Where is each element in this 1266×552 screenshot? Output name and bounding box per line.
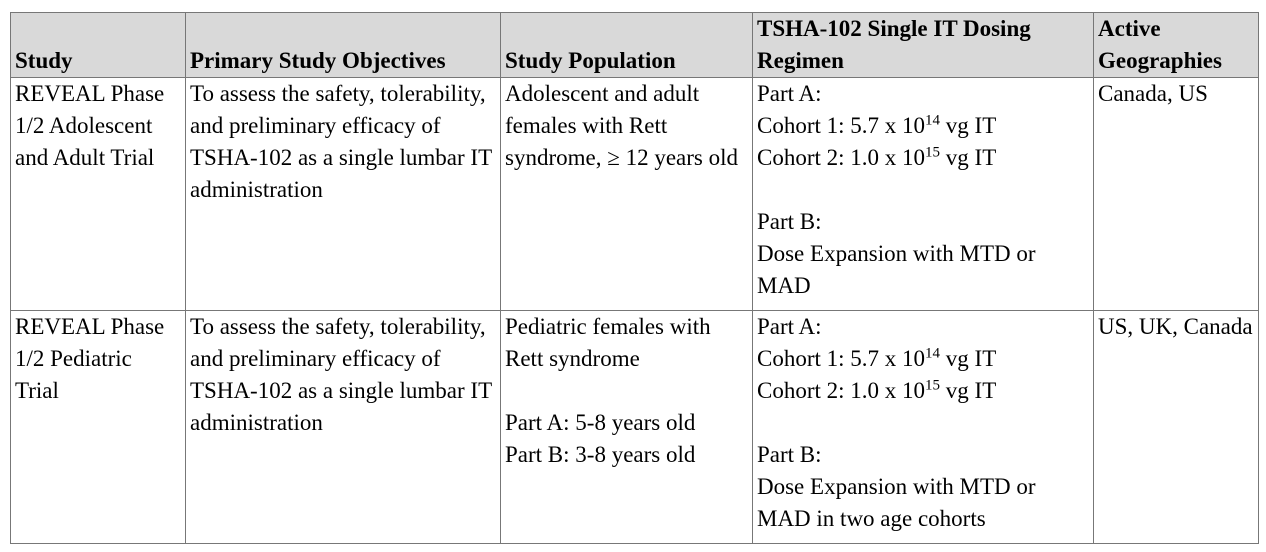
cell-text: Canada, US xyxy=(1098,81,1208,106)
text-block: REVEAL Phase 1/2 Adolescent and Adult Tr… xyxy=(15,78,181,174)
cell-text: To assess the safety, tolerability, and … xyxy=(190,81,492,202)
dose-text: Cohort 1: 5.7 x 10 xyxy=(757,346,926,371)
text-block: Adolescent and adult females with Rett s… xyxy=(505,78,748,174)
cell-text: REVEAL Phase 1/2 Adolescent and Adult Tr… xyxy=(15,81,165,170)
cell-text: Part A: xyxy=(757,314,822,339)
exponent: 15 xyxy=(925,377,941,394)
cell-text: Pediatric females with Rett syndrome xyxy=(505,314,711,371)
text-block: To assess the safety, tolerability, and … xyxy=(190,311,496,439)
table-cell: To assess the safety, tolerability, and … xyxy=(185,77,501,311)
exponent: 14 xyxy=(925,112,941,129)
cell-text: Part A: 5-8 years old xyxy=(505,410,696,435)
dose-line: Cohort 1: 5.7 x 1014 vg IT xyxy=(757,343,1089,375)
cell-text: Part B: xyxy=(757,209,822,234)
cell-text: Dose Expansion with MTD or MAD in two ag… xyxy=(757,474,1036,531)
table-cell: Part A: Cohort 1: 5.7 x 1014 vg IT Cohort … xyxy=(752,77,1094,311)
dose-unit: vg IT xyxy=(940,113,997,138)
cell-text: Dose Expansion with MTD or MAD xyxy=(757,241,1036,298)
table-body: REVEAL Phase 1/2 Adolescent and Adult Tr… xyxy=(10,77,1259,544)
text-block: Part A: Cohort 1: 5.7 x 1014 vg IT Cohort … xyxy=(757,78,1089,174)
text-block: Part B: Dose Expansion with MTD or MAD xyxy=(757,206,1089,302)
table-row: REVEAL Phase 1/2 Adolescent and Adult Tr… xyxy=(10,77,1259,311)
text-block: REVEAL Phase 1/2 Pediatric Trial xyxy=(15,311,181,407)
text-block: Canada, US xyxy=(1098,78,1254,110)
cell-text: To assess the safety, tolerability, and … xyxy=(190,314,492,435)
table-cell: US, UK, Canada xyxy=(1093,310,1259,544)
text-block: To assess the safety, tolerability, and … xyxy=(190,78,496,206)
dose-unit: vg IT xyxy=(940,346,997,371)
text-block: Part A: Cohort 1: 5.7 x 1014 vg IT Cohort … xyxy=(757,311,1089,407)
table-cell: Pediatric females with Rett syndrome Part… xyxy=(500,310,753,544)
text-block: Pediatric females with Rett syndrome xyxy=(505,311,748,375)
dose-text: Cohort 2: 1.0 x 10 xyxy=(757,145,926,170)
table-cell: To assess the safety, tolerability, and … xyxy=(185,310,501,544)
cell-text: US, UK, Canada xyxy=(1098,314,1253,339)
header-row: Study Primary Study Objectives Study Popul… xyxy=(10,12,1259,78)
column-header: TSHA-102 Single IT Dosing Regimen xyxy=(752,12,1094,78)
cell-text: Part B: xyxy=(757,442,822,467)
study-table: Study Primary Study Objectives Study Popul… xyxy=(10,12,1259,544)
cell-text: REVEAL Phase 1/2 Pediatric Trial xyxy=(15,314,165,403)
exponent: 15 xyxy=(925,144,941,161)
column-header: Active Geographies xyxy=(1093,12,1259,78)
exponent: 14 xyxy=(925,345,941,362)
table-cell: Part A: Cohort 1: 5.7 x 1014 vg IT Cohort … xyxy=(752,310,1094,544)
dose-unit: vg IT xyxy=(940,145,997,170)
cell-text: Part A: xyxy=(757,81,822,106)
table-row: REVEAL Phase 1/2 Pediatric Trial To asses… xyxy=(10,310,1259,544)
cell-text: Adolescent and adult females with Rett s… xyxy=(505,81,738,170)
text-block: Part A: 5-8 years old Part B: 3-8 years o… xyxy=(505,407,748,471)
table-cell: Adolescent and adult females with Rett s… xyxy=(500,77,753,311)
dose-line: Cohort 2: 1.0 x 1015 vg IT xyxy=(757,142,1089,174)
cell-text: Part B: 3-8 years old xyxy=(505,442,696,467)
dose-line: Cohort 1: 5.7 x 1014 vg IT xyxy=(757,110,1089,142)
dose-text: Cohort 2: 1.0 x 10 xyxy=(757,378,926,403)
dose-line: Cohort 2: 1.0 x 1015 vg IT xyxy=(757,375,1089,407)
dose-unit: vg IT xyxy=(940,378,997,403)
column-header: Study xyxy=(10,12,186,78)
text-block: US, UK, Canada xyxy=(1098,311,1254,343)
table-cell: REVEAL Phase 1/2 Adolescent and Adult Tr… xyxy=(10,77,186,311)
dose-text: Cohort 1: 5.7 x 10 xyxy=(757,113,926,138)
table-cell: Canada, US xyxy=(1093,77,1259,311)
column-header: Primary Study Objectives xyxy=(185,12,501,78)
table-cell: REVEAL Phase 1/2 Pediatric Trial xyxy=(10,310,186,544)
column-header: Study Population xyxy=(500,12,753,78)
text-block: Part B: Dose Expansion with MTD or MAD in… xyxy=(757,439,1089,535)
